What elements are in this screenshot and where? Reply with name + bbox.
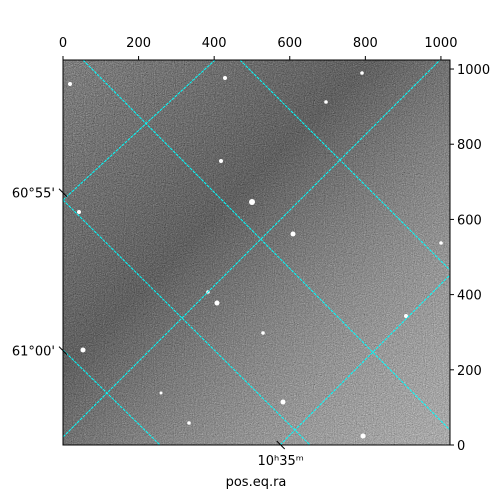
- y-tick-label: 200: [457, 364, 482, 379]
- x-tick-label: 600: [277, 36, 302, 51]
- sky-image: [63, 60, 450, 445]
- x-tick-label: 1000: [424, 36, 457, 51]
- y-tick-label: 800: [457, 138, 482, 153]
- x-tick-label: 200: [126, 36, 151, 51]
- y-tick-label: 600: [457, 213, 482, 228]
- y-tick-label: 1000: [457, 63, 490, 78]
- x-tick-label: 400: [202, 36, 227, 51]
- y-tick-label: 400: [457, 289, 482, 304]
- world-x-tick-label: 10ʰ35ᵐ: [257, 454, 303, 469]
- world-y-tick-label: 60°55': [12, 187, 55, 202]
- frame: [62, 59, 451, 446]
- world-y-tick: [58, 346, 68, 355]
- world-y-tick-label: 61°00': [12, 345, 55, 360]
- x-tick-label: 800: [353, 36, 378, 51]
- x-tick-label: 0: [59, 36, 67, 51]
- world-y-tick: [58, 188, 68, 198]
- x-axis-label: pos.eq.ra: [226, 475, 287, 490]
- world-x-tick: [276, 440, 286, 450]
- coordinate-grid: [62, 59, 451, 446]
- y-tick-label: 0: [457, 439, 465, 454]
